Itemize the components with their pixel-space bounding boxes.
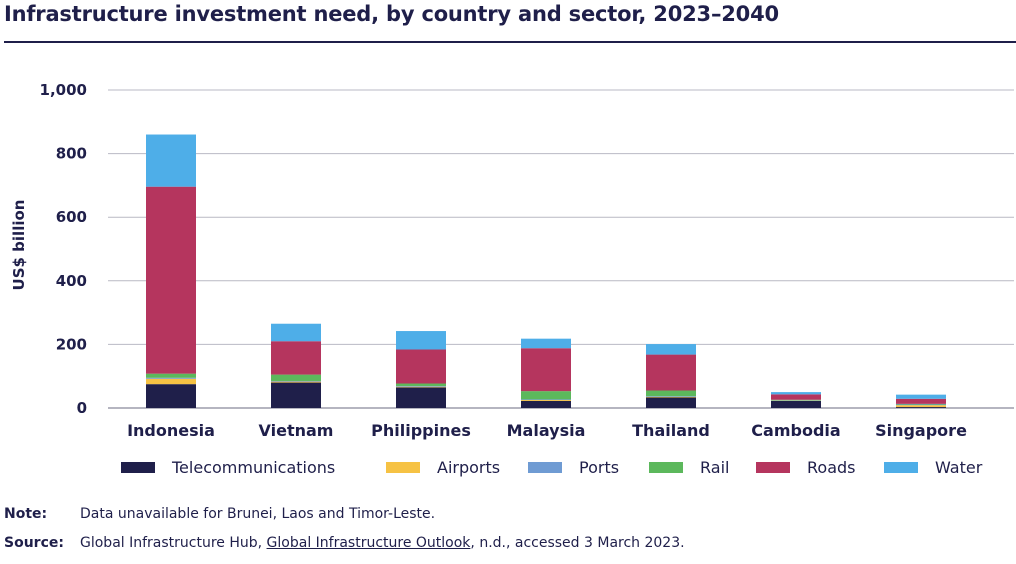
bar-segment (896, 403, 946, 405)
legend-swatch (756, 462, 790, 473)
bar-stack (896, 394, 946, 408)
bar-stacks (146, 134, 946, 408)
bar-segment (271, 380, 321, 382)
legend-item: Water (884, 458, 983, 477)
legend-swatch (884, 462, 918, 473)
legend-label: Water (935, 458, 983, 477)
bar-segment (646, 396, 696, 398)
y-tick-label: 600 (56, 208, 87, 226)
legend-item: Roads (756, 458, 855, 477)
bar-segment (396, 349, 446, 384)
legend-item: Telecommunications (121, 458, 335, 477)
legend-item: Airports (386, 458, 500, 477)
bar-segment (146, 373, 196, 378)
bar-segment (146, 134, 196, 187)
bar-segment (896, 405, 946, 408)
bar-segment (771, 401, 821, 408)
y-tick-label: 200 (56, 335, 87, 353)
legend: Telecommunications Airports Ports Rail Roads… (121, 458, 983, 477)
x-axis-categories: Indonesia Vietnam Philippines Malaysia Thail… (127, 421, 967, 440)
note-row: Note: Data unavailable for Brunei, Laos a… (4, 506, 435, 522)
bar-segment (646, 397, 696, 408)
note-label: Note: (4, 506, 48, 522)
bar-segment (271, 382, 321, 408)
bar-segment (271, 374, 321, 381)
bar-segment (771, 394, 821, 400)
bar-segment (396, 386, 446, 387)
bar-segment (896, 398, 946, 404)
bar-segment (521, 401, 571, 408)
legend-label: Telecommunications (171, 458, 335, 477)
stacked-bar-chart: 0 200 400 600 800 1,000 US$ billion Indonesia… (10, 81, 1014, 477)
bar-segment (396, 383, 446, 387)
bar-segment (771, 399, 821, 401)
y-tick-label: 800 (56, 145, 87, 163)
x-category-label: Philippines (371, 421, 471, 440)
x-category-label: Vietnam (259, 421, 334, 440)
legend-swatch (528, 462, 562, 473)
legend-swatch (649, 462, 683, 473)
bar-segment (146, 186, 196, 374)
bar-segment (146, 378, 196, 385)
bar-segment (521, 391, 571, 400)
legend-label: Roads (807, 458, 855, 477)
legend-item: Ports (528, 458, 619, 477)
bar-stack (646, 344, 696, 408)
bar-segment (396, 331, 446, 350)
x-category-label: Cambodia (751, 421, 840, 440)
bar-segment (646, 390, 696, 397)
legend-item: Rail (649, 458, 729, 477)
gridlines (108, 89, 1014, 409)
bar-segment (646, 354, 696, 391)
title-divider (4, 41, 1016, 43)
bar-segment (271, 323, 321, 342)
bar-stack (146, 134, 196, 408)
x-category-label: Malaysia (507, 421, 586, 440)
legend-swatch (121, 462, 155, 473)
bar-segment (146, 377, 196, 379)
source-suffix: , n.d., accessed 3 March 2023. (470, 535, 685, 551)
bar-segment (271, 381, 321, 383)
legend-label: Ports (579, 458, 619, 477)
source-link[interactable]: Global Infrastructure Outlook (266, 535, 471, 551)
bar-stack (271, 323, 321, 408)
source-prefix: Global Infrastructure Hub, (80, 535, 267, 551)
bar-segment (271, 341, 321, 375)
y-axis-ticks: 0 200 400 600 800 1,000 (40, 81, 87, 417)
bar-segment (646, 344, 696, 355)
bar-stack (771, 392, 821, 408)
source-row: Source: Global Infrastructure Hub, Global… (4, 535, 685, 551)
chart-title: Infrastructure investment need, by count… (4, 2, 779, 26)
y-tick-label: 1,000 (40, 81, 87, 99)
source-label: Source: (4, 535, 64, 551)
bar-segment (396, 387, 446, 408)
bar-segment (521, 399, 571, 401)
bar-segment (771, 392, 821, 395)
y-axis-label: US$ billion (10, 200, 28, 291)
bar-segment (896, 394, 946, 399)
y-tick-label: 400 (56, 272, 87, 290)
x-category-label: Indonesia (127, 421, 215, 440)
y-tick-label: 0 (77, 399, 87, 417)
bar-segment (521, 348, 571, 392)
bar-segment (521, 400, 571, 402)
bar-segment (396, 386, 446, 388)
bar-segment (896, 407, 946, 408)
legend-label: Rail (700, 458, 729, 477)
x-category-label: Thailand (632, 421, 710, 440)
note-text: Data unavailable for Brunei, Laos and Ti… (80, 506, 436, 522)
bar-stack (521, 338, 571, 408)
bar-segment (896, 404, 946, 406)
x-category-label: Singapore (875, 421, 967, 440)
legend-swatch (386, 462, 420, 473)
bar-stack (396, 331, 446, 408)
legend-label: Airports (437, 458, 500, 477)
bar-segment (521, 338, 571, 349)
bar-segment (146, 384, 196, 408)
bar-segment (646, 396, 696, 397)
